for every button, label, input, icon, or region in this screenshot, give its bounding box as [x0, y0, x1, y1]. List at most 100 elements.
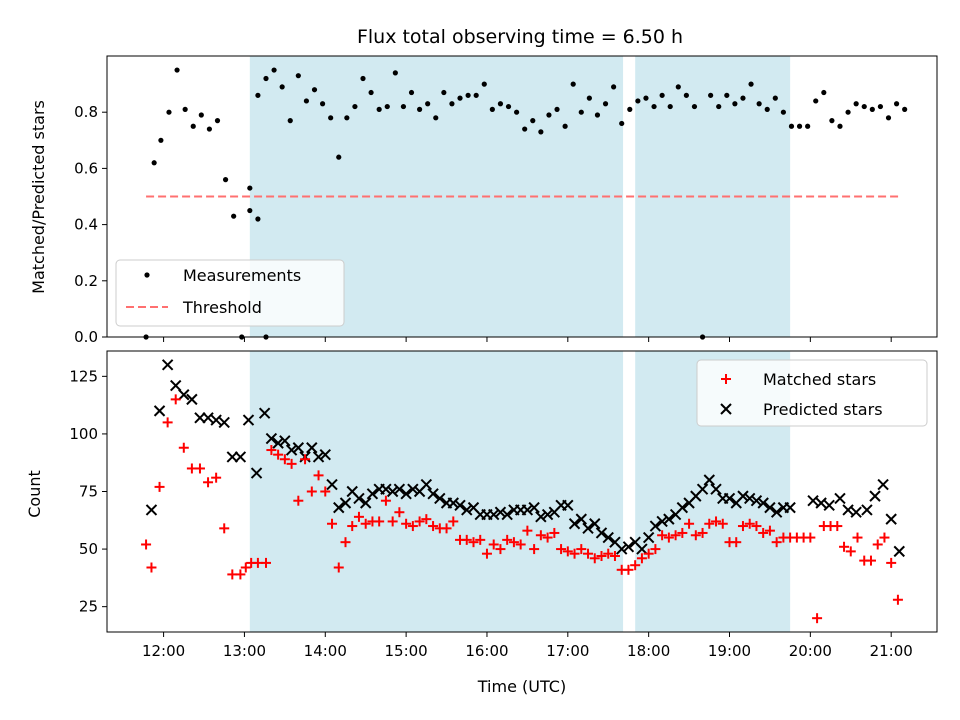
- matched-point: [394, 507, 405, 518]
- measurement-point: [602, 101, 609, 107]
- measurement-point: [732, 101, 738, 107]
- matched-point: [805, 532, 816, 543]
- predicted-point: [823, 499, 835, 512]
- x-stroke-b: [770, 506, 783, 518]
- chart-title: Flux total observing time = 6.50 h: [357, 26, 683, 48]
- x-stroke-b: [178, 389, 190, 401]
- x-stroke-b: [609, 536, 621, 548]
- x-stroke-b: [750, 495, 763, 507]
- measurement-point: [659, 92, 665, 98]
- matched-point: [327, 518, 338, 529]
- x-stroke-b: [312, 451, 325, 463]
- predicted-point: [250, 467, 263, 479]
- y-tick-label: 25: [79, 598, 98, 616]
- measurement-point: [344, 115, 350, 121]
- predicted-point: [834, 492, 846, 505]
- legend-marker-predicted: [720, 403, 732, 415]
- measurement-point: [829, 118, 835, 124]
- matched-point: [711, 516, 722, 527]
- x-stroke-b: [757, 497, 769, 509]
- x-stroke-b: [427, 488, 439, 500]
- matched-point: [751, 521, 762, 532]
- measurement-point: [627, 106, 633, 112]
- matched-point: [839, 541, 850, 552]
- x-stroke-b: [194, 412, 206, 424]
- predicted-point: [339, 497, 352, 509]
- measurement-point: [756, 101, 762, 107]
- measurement-point: [530, 118, 536, 124]
- predicted-point: [359, 497, 372, 509]
- matched-point: [481, 548, 492, 559]
- y-tick-label: 0.0: [74, 328, 98, 346]
- x-stroke-b: [407, 483, 419, 495]
- matched-point: [235, 569, 246, 580]
- x-stroke-b: [170, 379, 182, 392]
- matched-point: [892, 594, 903, 605]
- y-tick-label: 0.4: [74, 216, 98, 234]
- x-tick-label: 15:00: [385, 642, 428, 660]
- matched-point: [360, 518, 371, 529]
- measurement-point: [514, 109, 520, 115]
- predicted-point: [326, 478, 338, 491]
- measurement-point: [222, 177, 229, 183]
- legend-marker-measurements: [144, 272, 150, 278]
- measurement-point: [845, 109, 851, 115]
- matched-point: [812, 613, 823, 624]
- predicted-point: [178, 389, 190, 401]
- predicted-point: [380, 483, 392, 495]
- x-stroke-b: [710, 483, 722, 495]
- legend-label-predicted: Predicted stars: [763, 400, 883, 419]
- measurement-point: [400, 103, 407, 110]
- x-stroke-b: [861, 504, 873, 516]
- x-stroke-b: [703, 474, 715, 486]
- x-stroke-b: [562, 499, 574, 512]
- x-stroke-b: [434, 492, 446, 505]
- matched-point: [300, 454, 311, 465]
- x-stroke-b: [153, 405, 166, 417]
- matched-point: [845, 546, 856, 557]
- measurement-point: [651, 103, 657, 110]
- x-stroke-b: [202, 412, 214, 424]
- matched-point: [556, 544, 567, 555]
- measurement-point: [594, 112, 601, 118]
- x-stroke-b: [842, 504, 854, 516]
- x-stroke-b: [737, 490, 749, 502]
- matched-point: [589, 553, 600, 564]
- x-stroke-b: [242, 414, 255, 426]
- x-stroke-b: [226, 451, 239, 463]
- x-stroke-b: [575, 513, 587, 525]
- measurement-point: [158, 137, 164, 143]
- x-stroke-b: [339, 497, 352, 509]
- measurement-point: [619, 120, 625, 127]
- matched-point: [353, 511, 364, 522]
- measurement-point: [198, 112, 204, 118]
- measurement-point: [255, 92, 261, 98]
- measurement-point: [554, 106, 560, 112]
- measurement-point: [805, 123, 811, 129]
- x-stroke-b: [885, 513, 897, 525]
- x-stroke-b: [145, 504, 158, 516]
- x-stroke-b: [663, 513, 675, 525]
- measurement-point: [861, 103, 867, 110]
- x-stroke-b: [784, 501, 796, 514]
- matched-point: [650, 544, 661, 555]
- matched-point: [522, 525, 533, 536]
- matched-point: [717, 518, 728, 529]
- matched-point: [879, 532, 890, 543]
- x-stroke-b: [319, 448, 331, 461]
- measurement-point: [667, 103, 673, 110]
- predicted-point: [784, 501, 796, 514]
- predicted-point: [153, 405, 166, 417]
- x-stroke-b: [877, 478, 889, 491]
- measurement-point: [425, 101, 431, 107]
- matched-point: [697, 527, 708, 538]
- legend-bottom: Matched stars Predicted stars: [696, 359, 928, 427]
- x-stroke-b: [265, 432, 278, 445]
- predicted-point: [521, 504, 534, 516]
- matched-point: [421, 514, 432, 525]
- matched-point: [461, 534, 472, 545]
- matched-point: [508, 537, 519, 548]
- measurement-point: [255, 216, 261, 222]
- measurement-point: [174, 67, 180, 73]
- matched-point: [684, 518, 695, 529]
